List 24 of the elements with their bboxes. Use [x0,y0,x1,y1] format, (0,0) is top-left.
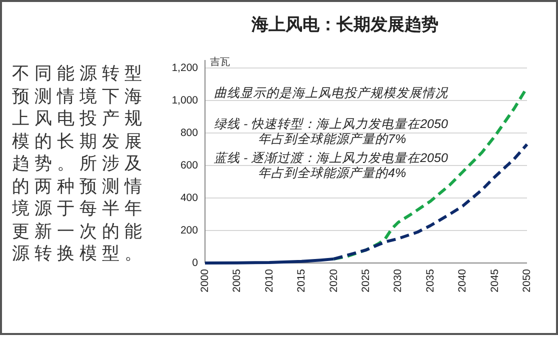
x-tick-label: 2000 [199,268,211,292]
x-tick-label: 2040 [456,268,469,292]
y-tick-label: 1,200 [172,62,198,74]
y-tick-label: 1,000 [172,94,198,106]
x-tick-label: 2010 [263,268,276,292]
x-tick-label: 2020 [328,268,340,292]
y-tick-label: 600 [180,160,198,172]
x-tick-label: 2015 [296,268,308,292]
annotation: 蓝线 - 逐渐过渡：海上风力发电量在2050年占到全球能源产量的4% [213,151,448,180]
x-tick-label: 2025 [360,268,372,292]
y-tick-label: 0 [192,257,198,269]
y-axis-title: 吉瓦 [210,56,230,68]
x-tick-label: 2045 [488,268,501,292]
y-tick-label: 400 [180,192,198,204]
x-tick-label: 2050 [521,268,533,292]
y-tick-label: 200 [180,224,198,236]
annotation: 曲线显示的是海上风电投产规模发展情况 [214,86,449,100]
annotation: 绿线 - 快速转型：海上风力发电量在2050年占到全球能源产量的7% [214,117,448,146]
x-tick-label: 2030 [392,268,404,292]
x-tick-label: 2005 [231,268,244,292]
title: 海上风电：长期发展趋势 [252,15,438,34]
text: 不同能源转型预测情境下海上风电投产规模的长期发展趋势。所涉及的两种预测情境源于每半年更新一次的能源转换模型。 [12,63,147,263]
y-tick-label: 800 [180,127,198,139]
x-tick-label: 2035 [424,268,436,292]
